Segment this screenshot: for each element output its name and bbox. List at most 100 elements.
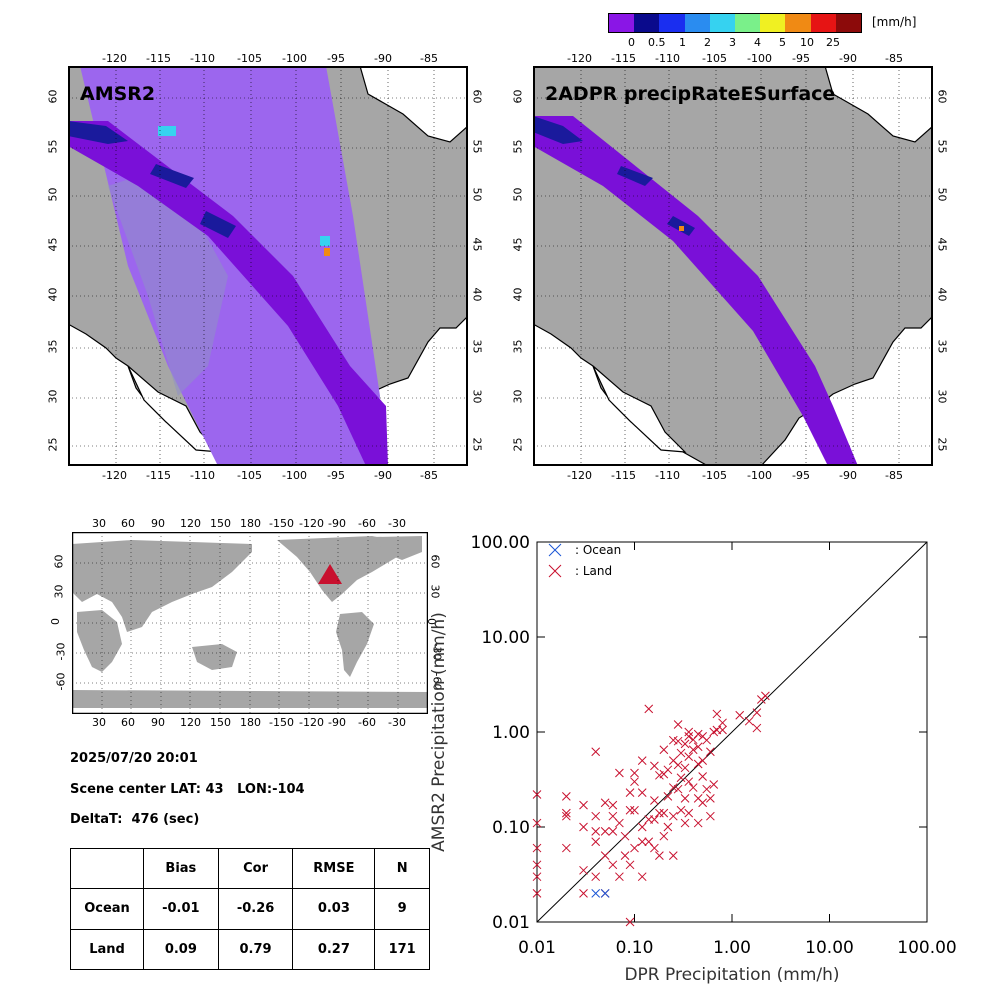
world-lon-label: 60 <box>121 517 135 530</box>
colorbar-swatch <box>760 14 786 32</box>
map-lon-label: -100 <box>747 469 772 482</box>
y-tick-label: 10.00 <box>481 628 530 648</box>
colorbar-swatch <box>659 14 685 32</box>
map-lat-label: 50 <box>470 187 484 202</box>
world-lon-label: 30 <box>92 517 106 530</box>
x-tick-label: 0.10 <box>616 938 654 958</box>
map-lat-label: 25 <box>511 437 525 452</box>
colorbar-unit: [mm/h] <box>872 15 917 29</box>
colorbar-swatch <box>709 14 736 32</box>
scatter-point <box>608 800 618 810</box>
map-lon-label: -85 <box>420 52 438 65</box>
map-lon-label: -90 <box>839 469 857 482</box>
world-lon-label: -90 <box>328 517 346 530</box>
map-lon-label: -105 <box>237 469 262 482</box>
scatter-point <box>620 851 630 860</box>
scatter-point <box>561 792 571 801</box>
world-lon-label: -30 <box>388 517 406 530</box>
y-tick-label: 100.00 <box>471 533 530 553</box>
scatter-point <box>591 872 601 882</box>
stats-table: Bias Cor RMSE N Ocean -0.01 -0.26 0.03 9… <box>70 847 430 971</box>
scatter-point <box>600 851 610 860</box>
map-lon-label: -100 <box>282 469 307 482</box>
scatter-point <box>693 818 703 828</box>
stats-header-row: Bias Cor RMSE N <box>70 847 430 890</box>
scatter-point <box>532 790 542 799</box>
x-axis-label: DPR Precipitation (mm/h) <box>624 965 839 985</box>
scatter-point <box>644 704 654 714</box>
scatter-point <box>659 831 669 841</box>
map-lat-label: 55 <box>470 139 484 154</box>
scatter-point <box>680 818 690 828</box>
map-lon-label: -120 <box>102 469 127 482</box>
world-lon-label: 30 <box>92 716 106 729</box>
scatter-point <box>673 736 683 746</box>
x-tick-label: 100.00 <box>897 938 956 958</box>
scatter-point <box>561 811 571 821</box>
stats-cell: 0.27 <box>292 928 376 971</box>
map-lat-label: 60 <box>511 89 525 104</box>
map-lat-label: 30 <box>511 389 525 404</box>
scatter-point <box>709 780 719 789</box>
map-lon-label: -110 <box>655 52 680 65</box>
map-lon-label: -115 <box>611 469 636 482</box>
scatter-point <box>650 796 659 805</box>
scatter-point <box>752 723 762 733</box>
y-tick-label: 0.10 <box>492 818 530 838</box>
scatter-point <box>625 860 635 870</box>
scatter-point <box>663 792 673 801</box>
map-lat-label: 25 <box>46 437 60 452</box>
colorbar-swatch <box>810 14 836 32</box>
stats-cell: -0.01 <box>143 888 219 930</box>
scatter-point <box>591 811 601 821</box>
map-frame <box>533 66 933 466</box>
map-lon-label: -85 <box>885 469 903 482</box>
scatter-point <box>688 783 698 792</box>
map-lat-label: 35 <box>511 339 525 354</box>
map-lat-label: 35 <box>470 339 484 354</box>
scatter-point <box>600 826 610 836</box>
scatter-point <box>655 808 664 818</box>
map-lat-label: 35 <box>935 339 949 354</box>
colorbar-label: 25 <box>826 36 840 49</box>
map-lon-label: -95 <box>792 52 810 65</box>
scatter-point <box>579 822 588 832</box>
map-lat-label: 30 <box>935 389 949 404</box>
map-lon-label: -100 <box>747 52 772 65</box>
stats-row-land: Land 0.09 0.79 0.27 171 <box>70 928 430 971</box>
map-lon-label: -120 <box>567 469 592 482</box>
world-lon-label: 60 <box>121 716 135 729</box>
scatter-point <box>615 768 624 778</box>
scatter-point <box>702 735 712 745</box>
world-lon-label: 150 <box>210 716 231 729</box>
amsr2-cell <box>158 126 176 136</box>
stats-cell: 171 <box>374 928 430 971</box>
map-lat-label: 50 <box>935 187 949 202</box>
world-lon-label: -60 <box>358 716 376 729</box>
scatter-point <box>579 889 588 898</box>
map-lon-label: -95 <box>792 469 810 482</box>
world-lon-label: 180 <box>240 517 261 530</box>
scatter-point <box>630 768 639 778</box>
scatter-point <box>608 811 618 821</box>
lat-lon-grid <box>533 66 933 466</box>
world-map <box>72 532 428 714</box>
world-lon-label: -60 <box>358 517 376 530</box>
scatter-point <box>698 798 708 808</box>
map-panel-dpr: 2ADPR precipRateESurface <box>533 66 933 466</box>
scatter-point <box>673 760 683 770</box>
colorbar-swatch <box>785 14 811 32</box>
map-lat-label: 35 <box>46 339 60 354</box>
scatter-point <box>680 763 690 773</box>
scatter-point <box>676 773 686 783</box>
map-lat-label: 60 <box>935 89 949 104</box>
scatter-point <box>693 759 703 769</box>
scatter-point <box>532 818 542 828</box>
colorbar-swatch <box>735 14 761 32</box>
scatter-point <box>684 777 694 787</box>
scatter-point <box>684 731 694 741</box>
scatter-point <box>620 831 630 841</box>
scatter-point <box>579 865 588 875</box>
hudson-bay <box>824 66 933 143</box>
stats-header-cell: Cor <box>217 847 294 890</box>
